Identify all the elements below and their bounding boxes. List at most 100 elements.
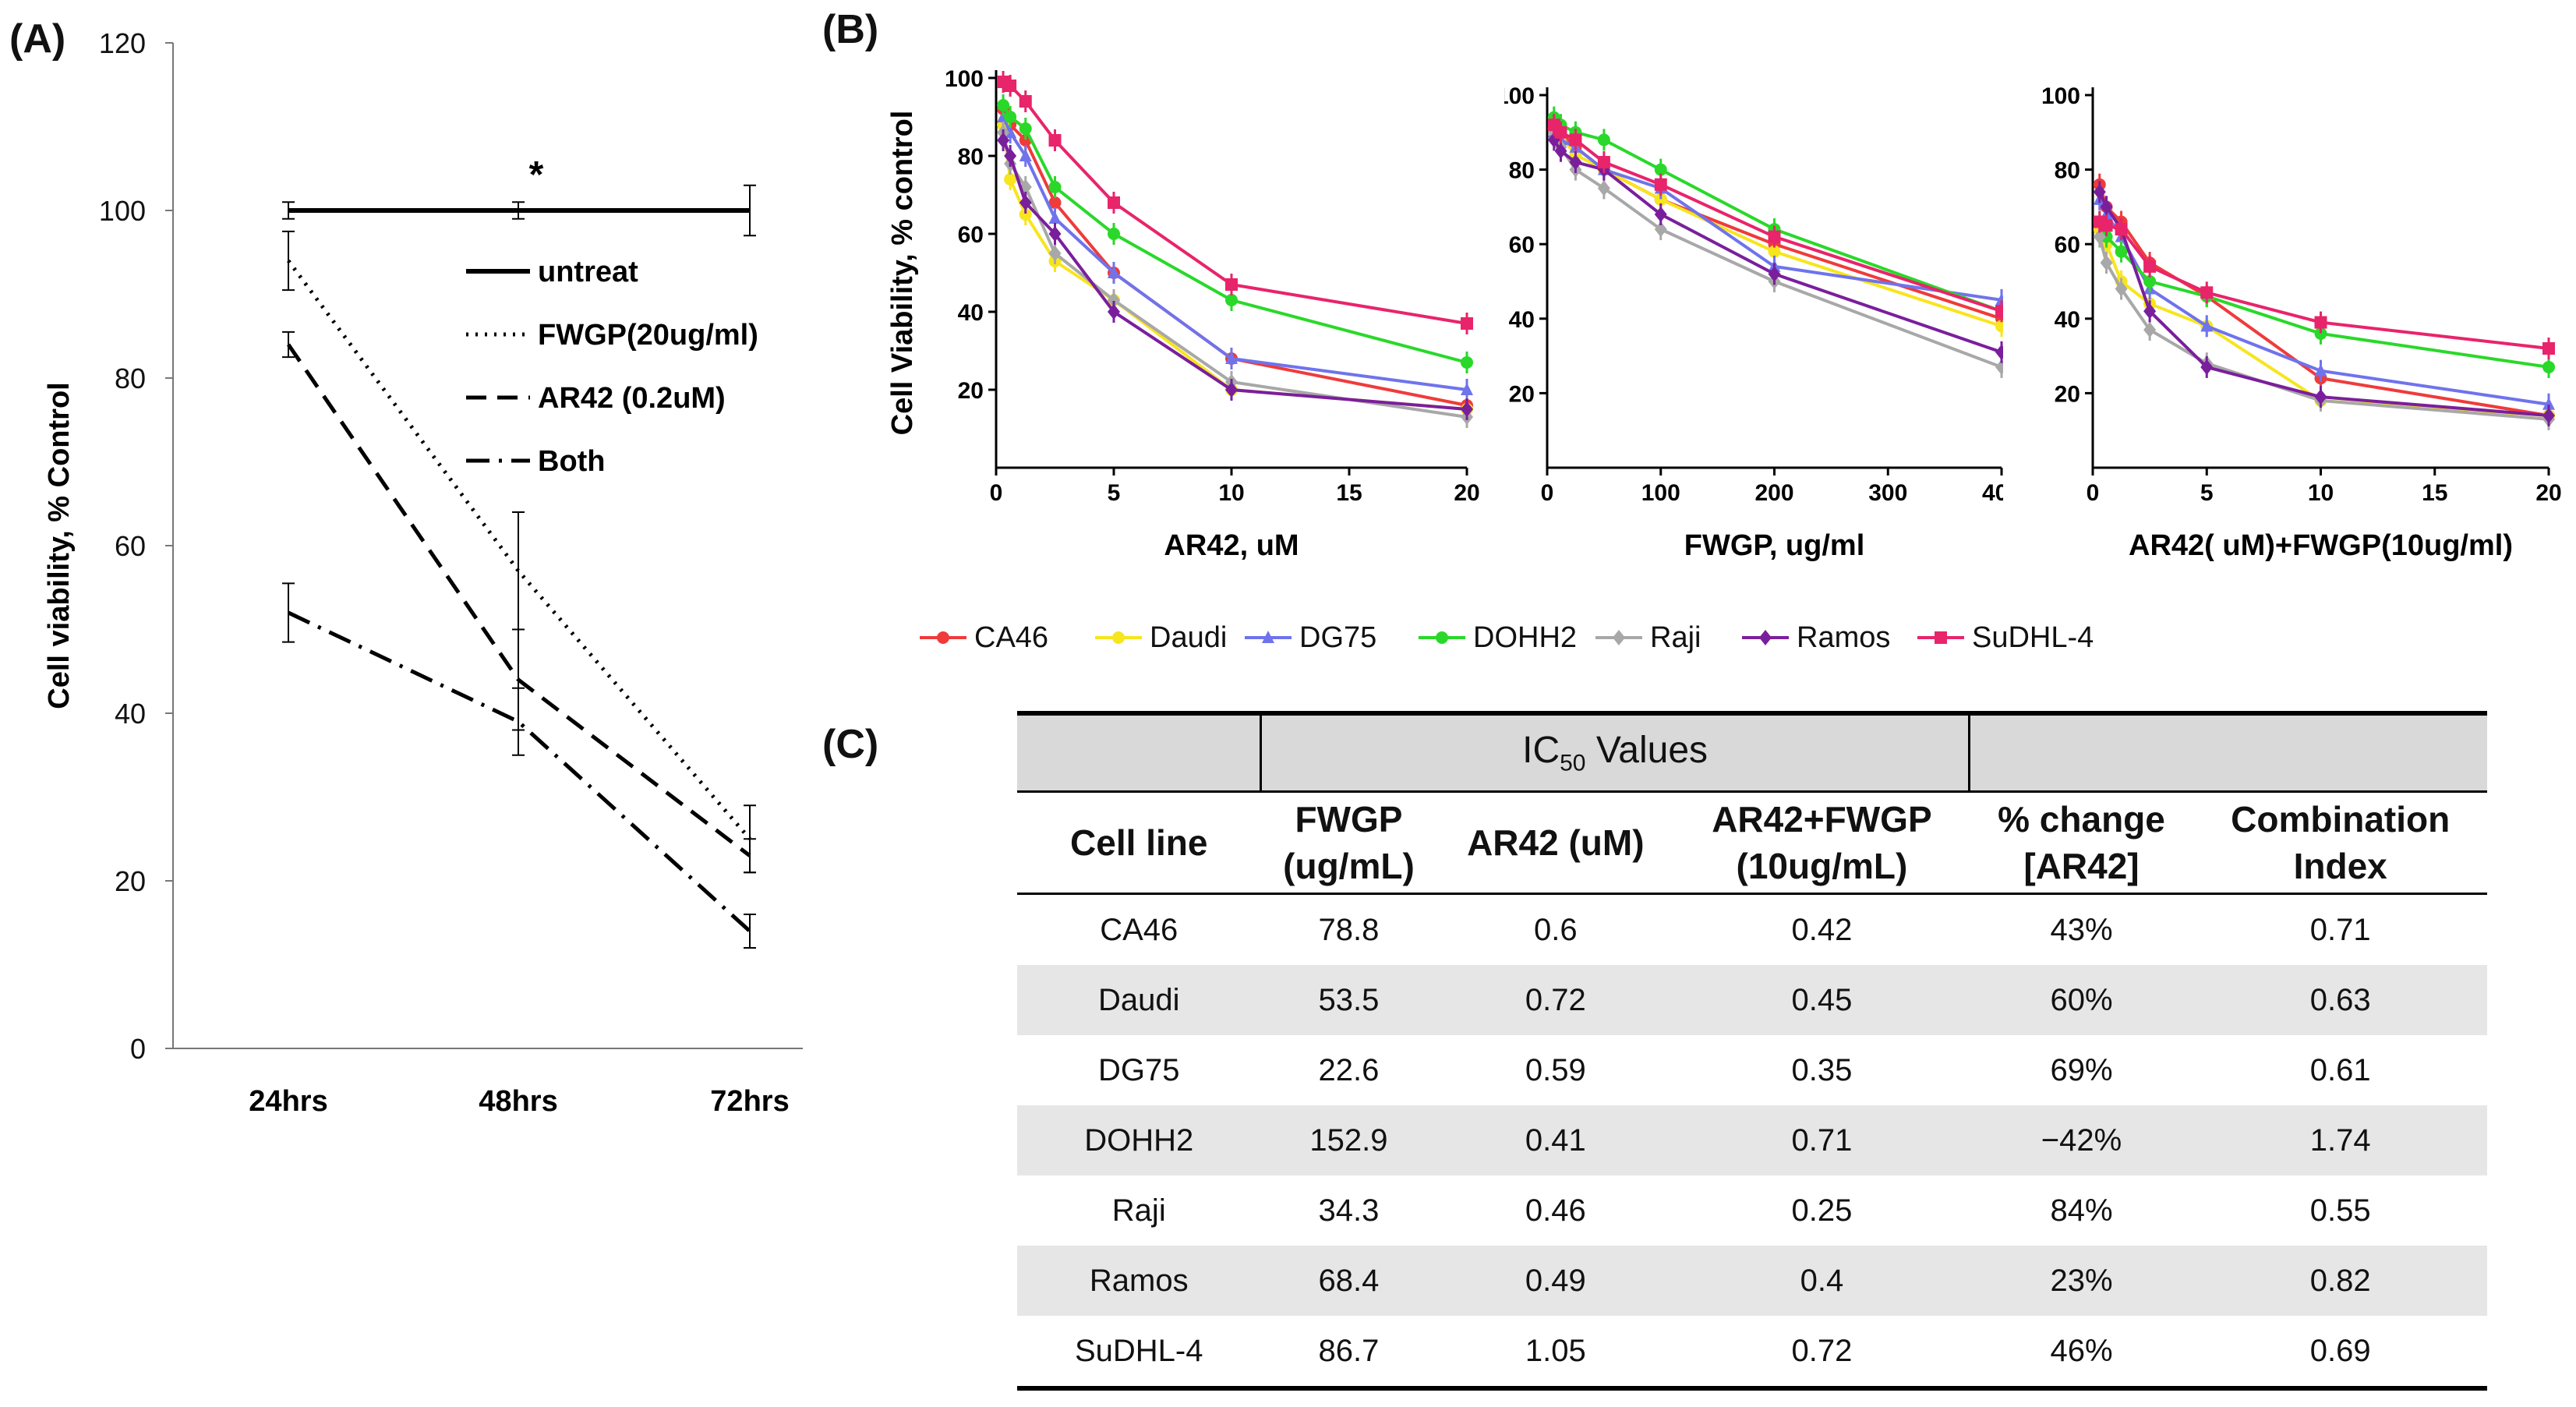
data-point-SuDHL-4 [1225, 278, 1238, 291]
x-tick-label: 48hrs [479, 1085, 557, 1118]
data-point-SuDHL-4 [1048, 134, 1062, 147]
band-blank-right [1969, 711, 2487, 793]
data-point-CA46 [1048, 196, 1062, 209]
y-tick-label: 80 [958, 144, 984, 170]
table-cell: 43% [2050, 912, 2113, 947]
table-cell: 84% [2050, 1193, 2113, 1228]
x-tick-label: 5 [1108, 480, 1121, 506]
data-point-DOHH2 [1225, 294, 1238, 306]
table-cell: 23% [1969, 1246, 2194, 1316]
x-tick-label: 0 [2087, 480, 2100, 506]
table-row: CA46 78.8 0.6 0.42 43% 0.71 [1017, 894, 2487, 966]
legend-marker-Daudi [1112, 631, 1125, 644]
x-axis-label: AR42, uM [1164, 529, 1299, 562]
panel-label-b: (B) [822, 7, 879, 52]
x-tick-label: 24hrs [249, 1085, 327, 1118]
series-line-Raji [1002, 132, 1468, 419]
data-point-Daudi [1654, 193, 1667, 206]
legend-marker-DG75 [1262, 631, 1274, 643]
table-header-cell: AR42 (uM) [1436, 791, 1675, 895]
table-cell: 78.8 [1318, 912, 1380, 947]
y-tick-label: 40 [115, 698, 146, 730]
data-point-Ramos [2143, 303, 2157, 320]
y-tick-label: 100 [99, 195, 146, 227]
x-tick-label: 10 [2308, 480, 2334, 506]
data-point-DOHH2 [1004, 111, 1017, 123]
y-tick-label: 40 [2055, 307, 2080, 333]
data-point-DG75 [2200, 319, 2214, 332]
y-tick-label: 20 [1509, 381, 1535, 407]
data-point-DOHH2 [1654, 163, 1667, 176]
table-cell: 0.55 [2309, 1193, 2371, 1228]
table-cell: 0.35 [1791, 1052, 1853, 1087]
y-tick-label: 100 [1504, 83, 1535, 109]
data-point-SuDHL-4 [2200, 286, 2214, 299]
table-cell: 0.61 [2309, 1052, 2371, 1087]
table-cell: DG75 [1098, 1052, 1180, 1087]
table-header-line: Index [2293, 846, 2387, 886]
ic50-band-row: IC50 Values [1017, 711, 2487, 793]
y-tick-label: 60 [115, 530, 146, 562]
data-point-DG75 [1461, 383, 1473, 395]
table-header-cell: AR42+FWGP (10ug/mL) [1674, 791, 1970, 895]
table-cell: 0.46 [1525, 1193, 1586, 1228]
x-axis-label: FWGP, ug/ml [1684, 529, 1865, 562]
legend-label: Both [538, 445, 606, 478]
chart-b3: 20 40 60 80 100 0 5 10 15 20 AR42( uM)+FWGP(10ug/m… [2041, 83, 2562, 562]
table-cell: SuDHL-4 [1017, 1316, 1261, 1391]
legend-label: DOHH2 [1473, 621, 1577, 654]
table-cell: 68.4 [1260, 1246, 1437, 1316]
x-tick-label: 15 [1336, 480, 1362, 506]
y-tick-label: 60 [1509, 232, 1535, 258]
data-point-DOHH2 [997, 99, 1010, 111]
y-tick-label: 20 [115, 865, 146, 897]
series-line-DOHH2 [2097, 221, 2549, 369]
data-point-Raji [2100, 255, 2113, 271]
table-header-line: Cell line [1070, 822, 1208, 863]
data-point-Daudi [1768, 245, 1781, 258]
x-tick-label: 20 [1454, 480, 1479, 506]
table-cell: 53.5 [1260, 965, 1437, 1035]
table-cell: 0.6 [1534, 912, 1578, 947]
table-cell: 0.72 [1436, 965, 1675, 1035]
table-row: Ramos 68.4 0.49 0.4 23% 0.82 [1017, 1246, 2487, 1316]
data-point-Ramos [1995, 344, 2003, 360]
data-point-Ramos [1554, 143, 1567, 159]
table-cell: 152.9 [1260, 1105, 1437, 1175]
data-point-Ramos [1108, 304, 1120, 320]
data-point-SuDHL-4 [1554, 125, 1567, 139]
y-tick-label: 80 [2055, 158, 2080, 184]
y-tick-label: 80 [1509, 158, 1535, 184]
data-point-DG75 [1108, 266, 1120, 278]
data-point-DOHH2 [1597, 133, 1610, 147]
table-cell: 0.72 [1674, 1316, 1970, 1391]
chart-a: 0 20 40 60 80 100 120 24hrs 48hrs 72hrs Cell viabi… [43, 27, 803, 1118]
legend-marker-Raji [1613, 630, 1625, 645]
significance-asterisk: * [529, 154, 544, 196]
y-tick-label: 100 [945, 66, 984, 92]
data-point-DOHH2 [2115, 245, 2128, 258]
data-point-SuDHL-4 [1995, 305, 2003, 318]
data-point-SuDHL-4 [1108, 196, 1120, 209]
ic50-table: IC50 Values Cell line FWGP (ug/mL) AR42 (uM… [1017, 711, 2487, 1391]
data-point-DOHH2 [1048, 181, 1062, 193]
table-cell: −42% [1969, 1105, 2194, 1175]
data-point-SuDHL-4 [2314, 316, 2327, 329]
data-point-Ramos [1461, 401, 1473, 417]
x-tick-label: 10 [1218, 480, 1244, 506]
data-point-DOHH2 [2314, 327, 2327, 340]
y-tick-label: 60 [2055, 232, 2080, 258]
table-cell: 0.41 [1436, 1105, 1675, 1175]
data-point-Ramos [1225, 382, 1238, 398]
table-header-row: Cell line FWGP (ug/mL) AR42 (uM) AR42+FWGP (1… [1017, 791, 2487, 895]
y-tick-label: 100 [2041, 83, 2080, 109]
data-point-Raji [2143, 322, 2157, 338]
table-cell: 0.45 [1674, 965, 1970, 1035]
legend-marker-CA46 [937, 631, 949, 644]
legend-label: CA46 [974, 621, 1048, 654]
legend-label: AR42 (0.2uM) [538, 382, 726, 415]
table-cell: 0.69 [2193, 1316, 2487, 1391]
data-point-Ramos [2314, 389, 2327, 405]
y-tick-label: 60 [958, 222, 984, 248]
data-point-Daudi [1004, 173, 1017, 186]
